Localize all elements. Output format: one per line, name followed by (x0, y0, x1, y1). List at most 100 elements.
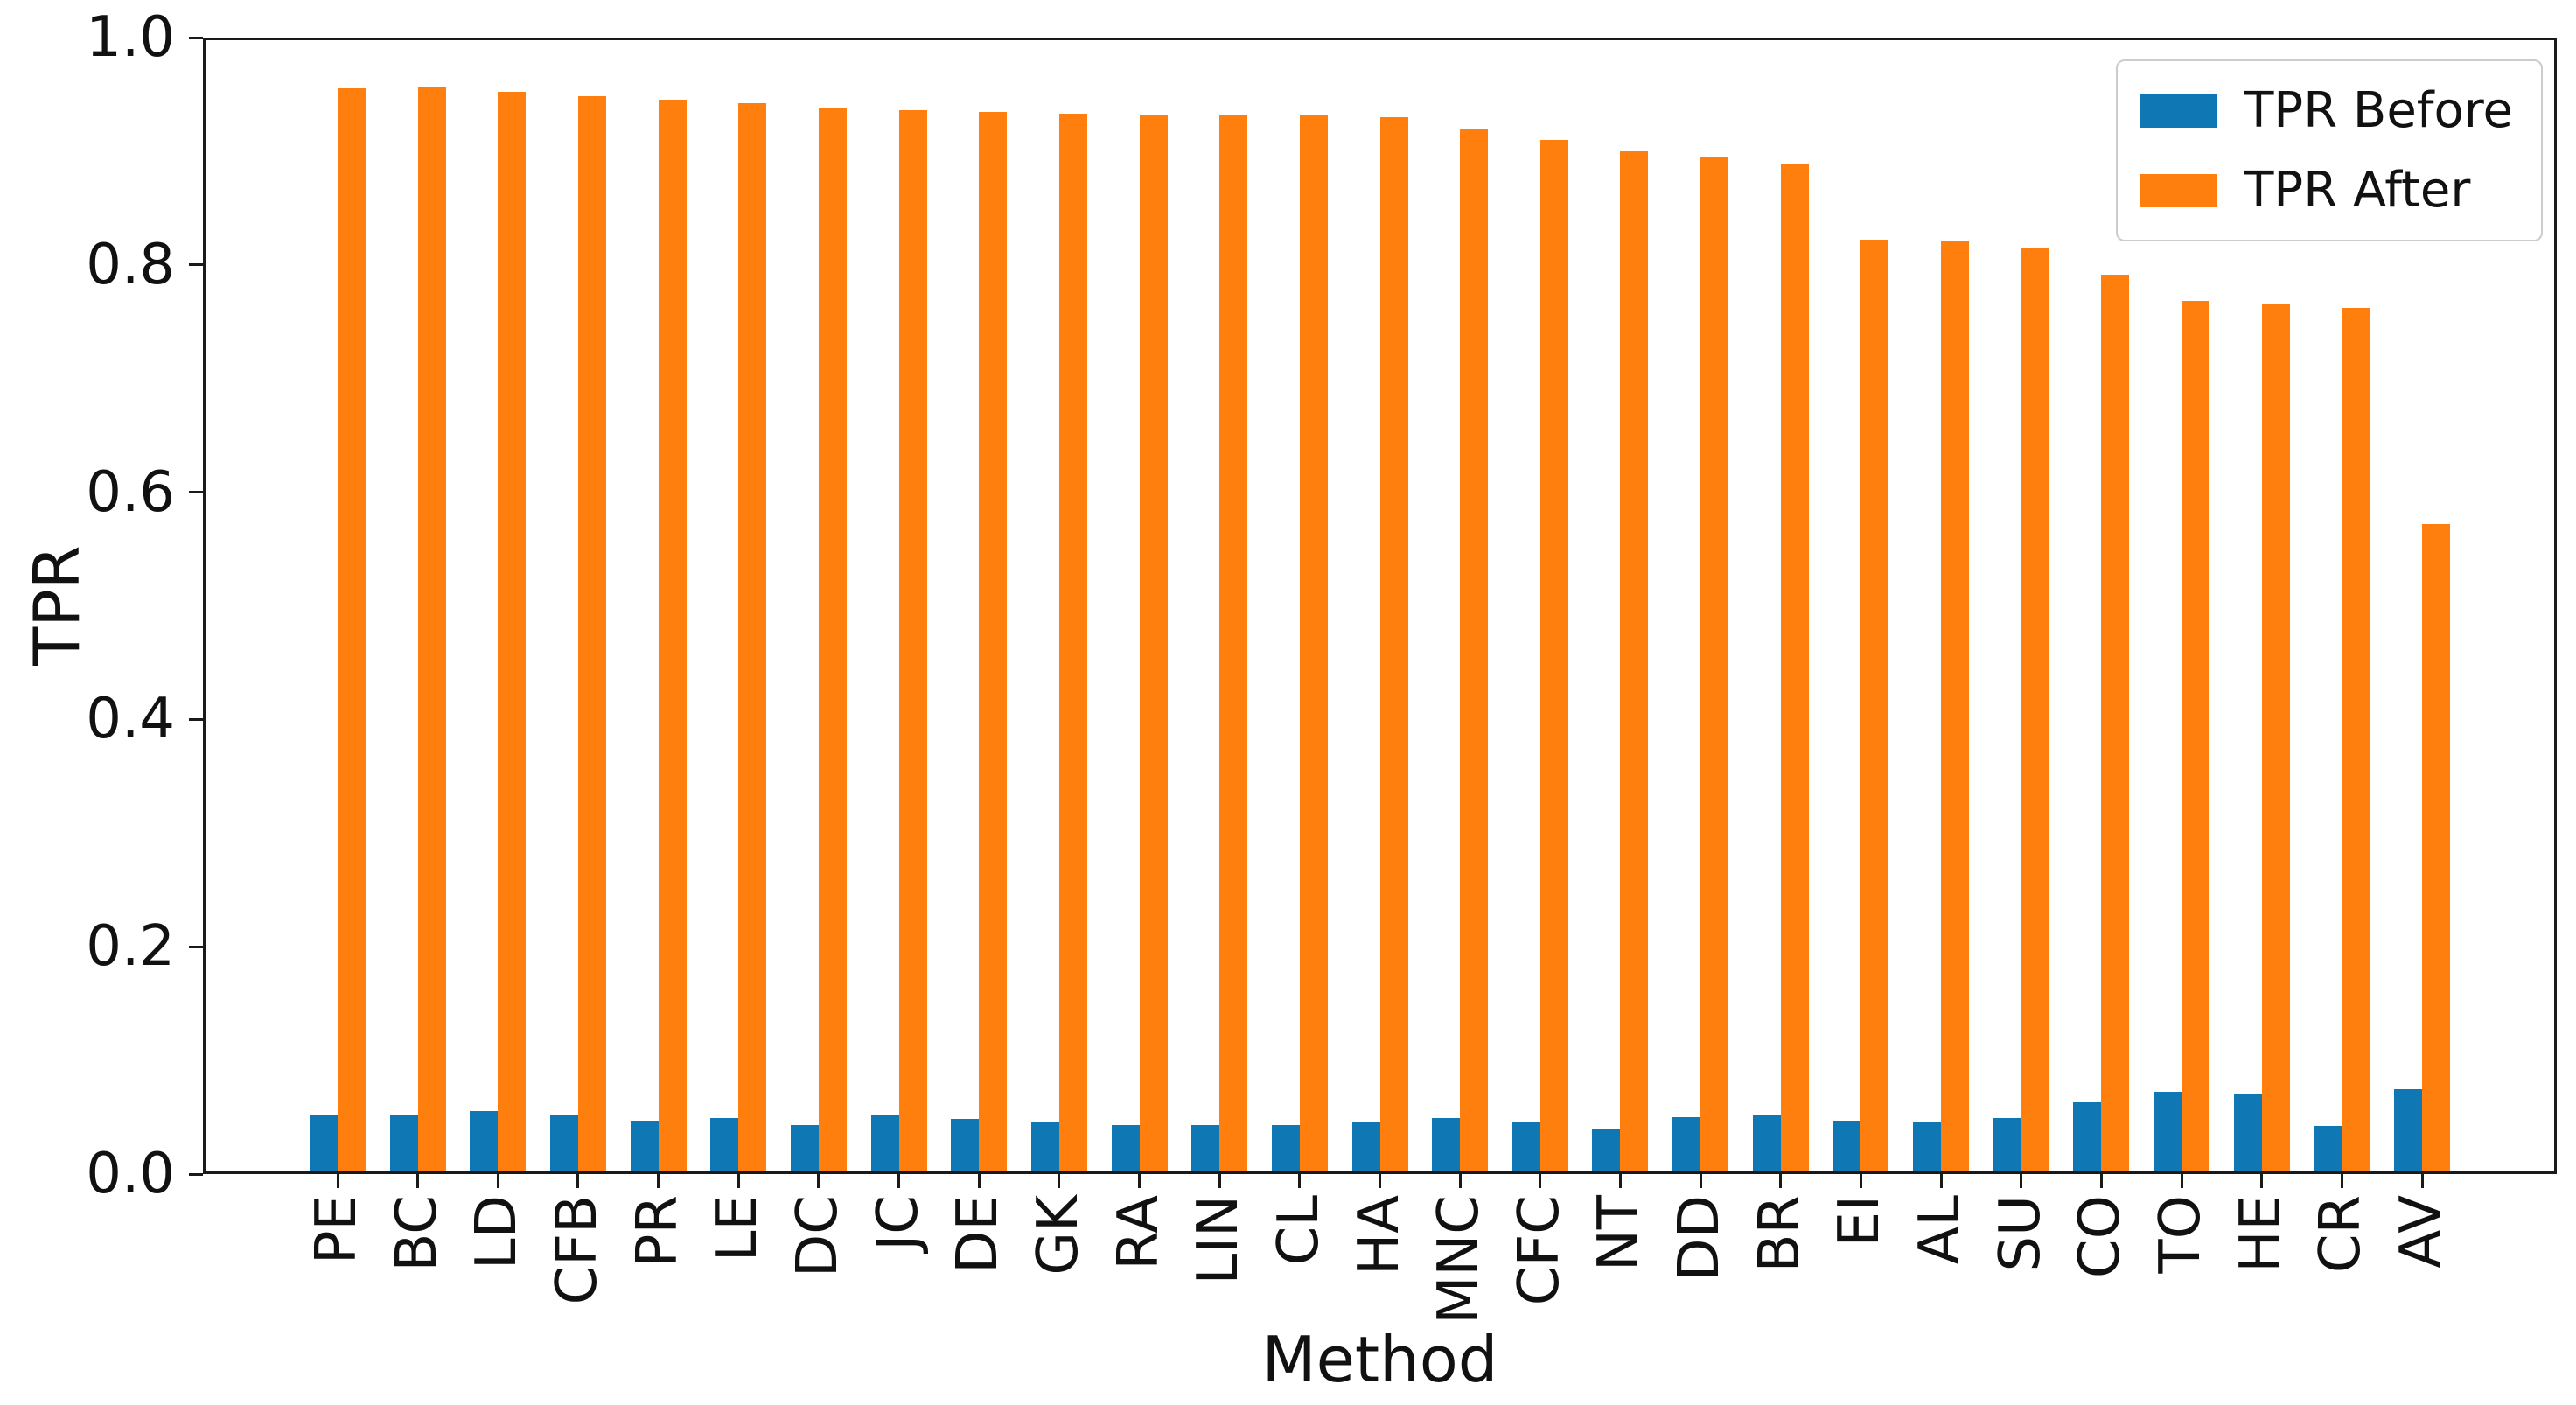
y-tick-label: 0.2 (86, 914, 175, 980)
x-tick-label-co: CO (2068, 1195, 2133, 1279)
bar-tpr-before-cfc (1511, 1121, 1540, 1171)
x-tick-label-de: DE (946, 1195, 1011, 1274)
bar-tpr-before-co (2073, 1101, 2102, 1171)
bar-tpr-before-he (2233, 1094, 2262, 1171)
bar-tpr-after-br (1780, 164, 1809, 1171)
bar-tpr-before-br (1752, 1115, 1781, 1171)
bar-tpr-after-cl (1299, 115, 1328, 1171)
legend-item-tpr-before: TPR Before (2140, 82, 2513, 139)
x-tick-label-br: BR (1747, 1195, 1812, 1273)
x-tick-mark (1699, 1174, 1702, 1188)
x-tick-mark (2420, 1174, 2424, 1188)
bar-tpr-after-pe (338, 88, 366, 1171)
x-tick-mark (977, 1174, 981, 1188)
bar-tpr-after-su (2021, 248, 2049, 1171)
x-tick-mark (2099, 1174, 2103, 1188)
bar-tpr-after-de (979, 112, 1008, 1171)
bar-tpr-after-al (1941, 241, 1970, 1171)
legend-swatch-tpr-after (2140, 173, 2218, 207)
x-tick-label-gk: GK (1026, 1195, 1092, 1276)
x-tick-mark (1859, 1174, 1862, 1188)
x-tick-mark (1618, 1174, 1622, 1188)
legend-item-tpr-after: TPR After (2140, 162, 2513, 219)
legend: TPR Before TPR After (2116, 59, 2543, 241)
x-tick-mark (496, 1174, 499, 1188)
bar-tpr-after-nt (1620, 150, 1649, 1171)
x-tick-label-pr: PR (625, 1195, 690, 1269)
bar-tpr-before-mnc (1432, 1117, 1461, 1171)
bar-tpr-before-dc (790, 1124, 819, 1171)
x-tick-mark (1458, 1174, 1462, 1188)
bar-tpr-before-jc (870, 1115, 899, 1171)
x-tick-mark (336, 1174, 339, 1188)
x-tick-label-pe: PE (304, 1195, 370, 1265)
y-tick-mark (189, 36, 203, 39)
y-tick-label: 0.4 (86, 687, 175, 752)
x-tick-mark (416, 1174, 420, 1188)
x-tick-label-su: SU (1987, 1195, 2053, 1272)
x-tick-mark (1939, 1174, 1943, 1188)
y-tick-label: 0.8 (86, 232, 175, 297)
y-tick-mark (189, 717, 203, 721)
y-tick-mark (189, 945, 203, 948)
bar-tpr-after-to (2182, 300, 2210, 1171)
bar-tpr-after-bc (417, 87, 446, 1171)
bar-tpr-after-jc (898, 109, 927, 1171)
x-tick-mark (1138, 1174, 1141, 1188)
bar-tpr-before-gk (1030, 1121, 1059, 1171)
x-tick-label-he: HE (2228, 1195, 2293, 1273)
bar-tpr-before-ei (1833, 1120, 1861, 1171)
bar-tpr-before-av (2394, 1089, 2422, 1171)
legend-swatch-tpr-before (2140, 94, 2218, 128)
x-tick-label-to: TO (2148, 1195, 2214, 1274)
bar-tpr-after-lin (1219, 114, 1248, 1171)
bar-tpr-before-pr (630, 1120, 659, 1171)
x-tick-label-ha: HA (1346, 1195, 1412, 1276)
bar-tpr-after-av (2422, 523, 2450, 1171)
bar-tpr-after-cr (2342, 307, 2370, 1171)
bar-tpr-before-to (2154, 1092, 2182, 1171)
bar-tpr-before-le (710, 1117, 739, 1171)
x-tick-mark (1218, 1174, 1221, 1188)
x-tick-label-ra: RA (1106, 1195, 1171, 1270)
x-tick-mark (736, 1174, 740, 1188)
bar-tpr-before-cl (1271, 1124, 1300, 1171)
x-tick-mark (657, 1174, 660, 1188)
x-tick-label-ld: LD (464, 1195, 530, 1269)
bar-tpr-before-ha (1351, 1121, 1380, 1171)
x-tick-label-cl: CL (1267, 1195, 1332, 1266)
x-tick-mark (2180, 1174, 2183, 1188)
bar-tpr-after-cfc (1539, 139, 1568, 1171)
bar-tpr-before-pe (310, 1115, 338, 1171)
bar-tpr-after-he (2261, 304, 2290, 1171)
bar-tpr-before-nt (1592, 1128, 1621, 1171)
x-tick-mark (1779, 1174, 1783, 1188)
bar-tpr-before-bc (389, 1115, 418, 1171)
x-tick-label-dd: DD (1667, 1195, 1733, 1282)
bar-tpr-after-ra (1139, 114, 1168, 1171)
bar-tpr-after-dc (818, 108, 847, 1171)
x-tick-mark (897, 1174, 901, 1188)
y-tick-label: 0.6 (86, 459, 175, 525)
x-tick-label-cr: CR (2308, 1195, 2374, 1274)
x-tick-mark (1058, 1174, 1061, 1188)
y-tick-mark (189, 263, 203, 267)
x-tick-label-mnc: MNC (1427, 1195, 1492, 1325)
bar-tpr-before-cr (2314, 1126, 2342, 1171)
bar-tpr-after-pr (658, 100, 687, 1171)
x-tick-mark (1379, 1174, 1381, 1188)
x-tick-label-ei: EI (1827, 1195, 1893, 1248)
y-tick-mark (189, 491, 203, 494)
x-tick-label-av: AV (2389, 1195, 2454, 1269)
bar-tpr-before-dd (1672, 1116, 1701, 1171)
x-tick-mark (1298, 1174, 1302, 1188)
x-tick-label-al: AL (1908, 1195, 1973, 1265)
bar-tpr-before-ld (470, 1111, 499, 1171)
x-tick-label-bc: BC (384, 1195, 450, 1272)
x-tick-mark (576, 1174, 580, 1188)
y-tick-label: 0.0 (86, 1142, 175, 1206)
x-tick-label-cfb: CFB (545, 1195, 611, 1305)
bar-tpr-before-ra (1111, 1124, 1140, 1171)
bar-tpr-after-le (738, 102, 767, 1171)
